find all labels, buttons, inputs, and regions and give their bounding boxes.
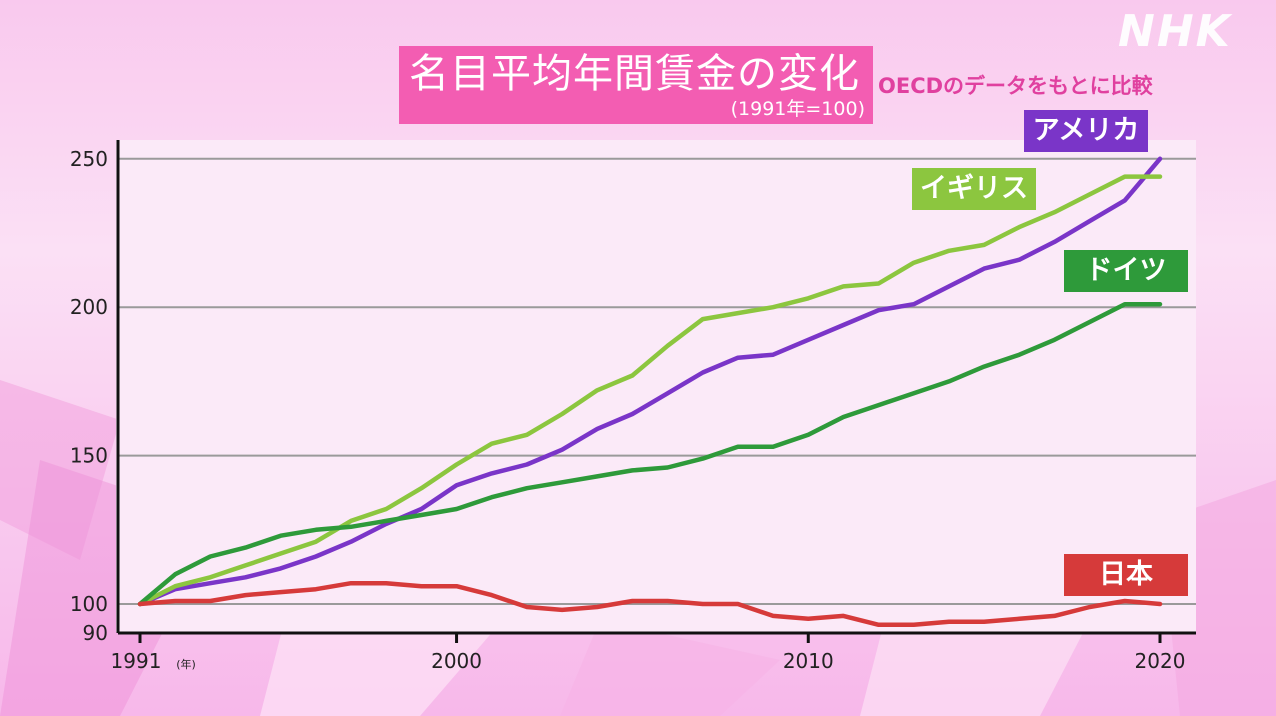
series-line-1 bbox=[137, 174, 1163, 607]
y-tick-label-200: 200 bbox=[70, 295, 108, 319]
chart-title-box: 名目平均年間賃金の変化 (1991年=100) bbox=[399, 46, 873, 124]
x-tick-label-2010: 2010 bbox=[783, 649, 834, 673]
series-line-2 bbox=[137, 301, 1163, 607]
series-label-uk: イギリス bbox=[912, 168, 1036, 210]
y-tick-label-250: 250 bbox=[70, 147, 108, 171]
x-tick-label-1991: 1991 bbox=[111, 649, 162, 673]
chart-subtitle: (1991年=100) bbox=[730, 98, 865, 120]
y-tick-label-100: 100 bbox=[70, 592, 108, 616]
y-tick-label-150: 150 bbox=[70, 444, 108, 468]
series-label-usa: アメリカ bbox=[1024, 110, 1148, 152]
source-note: OECDのデータをもとに比較 bbox=[878, 74, 1153, 98]
y-tick-label-90: 90 bbox=[83, 621, 108, 645]
x-tick-label-2020: 2020 bbox=[1135, 649, 1186, 673]
series-line-0 bbox=[137, 156, 1163, 607]
chart-title: 名目平均年間賃金の変化 bbox=[409, 51, 860, 97]
x-tick-label-2000: 2000 bbox=[431, 649, 482, 673]
series-line-3 bbox=[137, 580, 1163, 628]
series-label-germany: ドイツ bbox=[1064, 250, 1188, 292]
series-label-japan: 日本 bbox=[1064, 554, 1188, 596]
nhk-logo: NHK bbox=[1118, 6, 1232, 57]
x-axis-unit-label: (年) bbox=[176, 657, 196, 671]
